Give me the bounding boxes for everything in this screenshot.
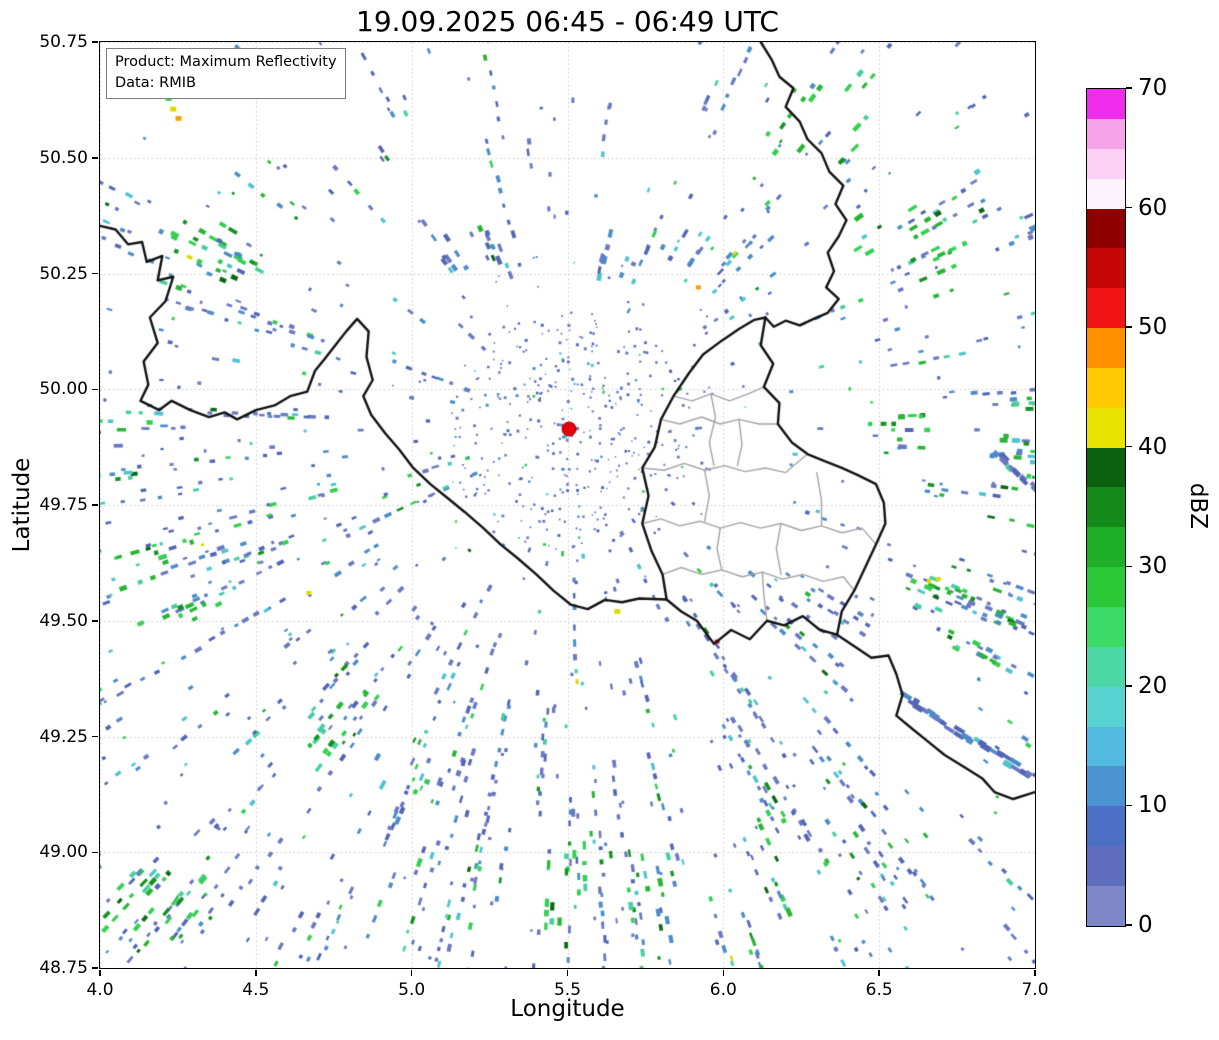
colorbar-tick-label: 30 [1138, 553, 1168, 580]
y-tick-mark [92, 620, 98, 622]
colorbar-band [1087, 686, 1125, 727]
x-tick-label: 5.5 [553, 980, 582, 1000]
data-source-label: Data: RMIB [115, 75, 196, 92]
colorbar-tick-label: 60 [1138, 194, 1168, 221]
colorbar-band [1087, 118, 1125, 149]
colorbar-band [1087, 328, 1125, 368]
colorbar-tick-label: 10 [1138, 792, 1168, 819]
x-tick-mark [410, 970, 413, 976]
y-tick-mark [92, 735, 98, 738]
x-axis-label: Longitude [510, 996, 625, 1022]
colorbar-tick-mark [1126, 206, 1132, 209]
y-tick-mark [92, 388, 98, 390]
colorbar-bands [1087, 89, 1125, 926]
x-tick-mark [255, 970, 257, 976]
x-tick-label: 4.0 [86, 980, 114, 1000]
colorbar-band [1087, 178, 1125, 209]
y-tick-mark [92, 157, 98, 159]
colorbar-tick-mark [1126, 685, 1132, 687]
colorbar-tick-mark [1126, 924, 1132, 926]
plot-frame: Product: Maximum Reflectivity Data: RMIB [99, 41, 1036, 969]
x-tick-label: 6.5 [865, 980, 893, 1000]
colorbar-band [1087, 567, 1125, 608]
colorbar-tick-label: 50 [1138, 314, 1168, 341]
colorbar-tick-mark [1126, 565, 1132, 568]
x-tick-label: 7.0 [1021, 980, 1049, 1000]
colorbar-band [1087, 607, 1125, 647]
y-tick-label: 49.25 [39, 726, 88, 747]
colorbar-band [1087, 846, 1125, 887]
colorbar-band [1087, 447, 1125, 488]
y-tick-label: 48.75 [39, 958, 88, 978]
y-tick-label: 50.25 [39, 263, 88, 284]
colorbar-tick-mark [1126, 87, 1132, 89]
y-tick-label: 50.50 [39, 147, 88, 168]
y-tick-label: 49.75 [39, 495, 88, 515]
y-tick-mark [92, 851, 98, 853]
colorbar-tick-label: 40 [1138, 433, 1168, 460]
figure-title: 19.09.2025 06:45 - 06:49 UTC [356, 5, 779, 38]
y-tick-mark [92, 41, 98, 43]
y-tick-label: 50.00 [39, 379, 88, 400]
y-tick-label: 49.50 [39, 610, 88, 631]
colorbar-tick-label: 70 [1138, 75, 1168, 101]
colorbar-tick-label: 20 [1138, 672, 1168, 699]
colorbar-band [1087, 726, 1125, 767]
y-tick-label: 50.75 [39, 32, 88, 52]
colorbar-unit-label: dBZ [1185, 482, 1211, 530]
x-tick-mark [722, 970, 725, 976]
x-tick-mark [1034, 970, 1036, 976]
x-tick-label: 4.5 [242, 980, 270, 1000]
colorbar-band [1087, 367, 1125, 408]
x-tick-mark [566, 970, 569, 976]
product-label: Product: Maximum Reflectivity [115, 54, 337, 70]
y-axis-label: Latitude [9, 457, 35, 553]
colorbar [1086, 88, 1126, 927]
colorbar-tick-mark [1126, 445, 1132, 448]
map-canvas [100, 42, 1035, 968]
colorbar-tick-label: 0 [1138, 912, 1153, 938]
product-info-box: Product: Maximum Reflectivity Data: RMIB [106, 48, 346, 100]
colorbar-tick-mark [1126, 326, 1132, 328]
colorbar-band [1087, 89, 1125, 119]
colorbar-band [1087, 248, 1125, 289]
x-tick-mark [878, 970, 880, 976]
colorbar-band [1087, 208, 1125, 249]
x-tick-label: 5.0 [398, 980, 426, 1000]
colorbar-band [1087, 148, 1125, 179]
colorbar-band [1087, 806, 1125, 847]
colorbar-band [1087, 527, 1125, 568]
x-tick-mark [99, 970, 101, 976]
y-tick-mark [92, 967, 98, 969]
y-tick-label: 49.00 [39, 842, 88, 863]
x-tick-label: 6.0 [709, 980, 737, 1000]
colorbar-band [1087, 646, 1125, 687]
colorbar-band [1087, 487, 1125, 528]
colorbar-band [1087, 766, 1125, 807]
colorbar-tick-mark [1126, 804, 1132, 807]
colorbar-band [1087, 407, 1125, 448]
colorbar-band [1087, 886, 1125, 926]
colorbar-band [1087, 288, 1125, 329]
y-tick-mark [92, 272, 98, 275]
y-tick-mark [92, 504, 98, 506]
